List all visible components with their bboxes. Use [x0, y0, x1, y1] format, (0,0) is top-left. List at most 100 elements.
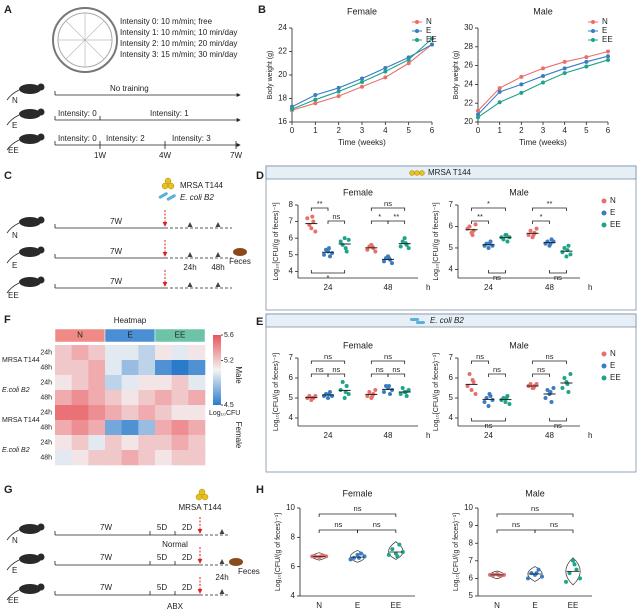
point: [526, 576, 530, 581]
timeline-label: Intensity: 2: [106, 134, 145, 143]
significance-bracket: [532, 360, 567, 364]
significance-label: ns: [537, 365, 545, 374]
point: [574, 567, 579, 572]
point: [526, 233, 531, 238]
sampling-mark: [215, 222, 221, 227]
point: [541, 73, 545, 78]
heatmap-cell: [55, 450, 72, 466]
colorbar-tick-label: 4.5: [224, 402, 234, 409]
point: [324, 554, 329, 559]
heatmap-cell: [121, 375, 139, 391]
violin: [565, 557, 581, 586]
row-label: 48h: [40, 424, 52, 431]
point: [584, 55, 589, 60]
point: [606, 49, 610, 54]
y-tick-label: 8: [291, 532, 296, 541]
panel-letter: C: [4, 170, 12, 182]
heatmap-cell: [88, 345, 106, 361]
y-tick-label: 5: [289, 250, 294, 259]
heatmap-cell: [171, 360, 189, 376]
intensity-text: Intensity 1: 10 m/min; 10 min/day: [120, 28, 237, 37]
point: [328, 254, 332, 259]
point: [470, 378, 475, 382]
y-tick-label: 6: [289, 373, 294, 382]
timeline: [54, 254, 165, 259]
significance-bracket: [387, 220, 406, 224]
point: [343, 390, 348, 394]
timeline: [54, 591, 200, 596]
heatmap-cell: [71, 375, 89, 391]
point: [519, 74, 524, 79]
sampling-mark: [219, 589, 225, 594]
significance-bracket: [471, 360, 489, 364]
significance-bracket: [488, 270, 506, 274]
bacteria-icon: [161, 177, 175, 190]
heatmap-cell: [121, 435, 139, 451]
y-tick-label: 5: [449, 243, 454, 252]
point: [330, 251, 334, 256]
timeline-label: Intensity: 3: [172, 134, 211, 143]
legend-marker: [601, 198, 607, 204]
point: [497, 89, 502, 94]
legend-marker: [601, 222, 607, 228]
significance-label: ns: [354, 504, 362, 513]
heatmap-cell: [188, 420, 206, 436]
point: [430, 42, 434, 47]
heatmap-cell: [155, 450, 172, 466]
row-label: 24h: [40, 349, 52, 356]
y-tick-label: 5: [289, 393, 294, 402]
heatmap-cell: [71, 360, 89, 376]
legend-label: EE: [610, 220, 621, 229]
significance-label: ns: [384, 199, 392, 208]
heatmap-cell: [171, 435, 189, 451]
time-label: 48h: [211, 263, 224, 272]
duration-label: 5D: [157, 523, 167, 532]
x-tick-label: 48: [545, 283, 554, 292]
sample-label: Feces: [238, 567, 260, 576]
significance-label: **: [393, 212, 399, 221]
significance-bracket: [387, 373, 406, 377]
point: [534, 226, 539, 231]
panel-frame: [265, 165, 637, 311]
point: [504, 233, 509, 238]
legend-label: N: [610, 196, 616, 205]
mouse-icon: [6, 252, 20, 264]
heatmap-cell: [188, 375, 206, 391]
mouse-icon: [37, 553, 45, 561]
y-tick-label: 7: [289, 353, 294, 362]
y-tick-label: 22: [464, 98, 473, 107]
y-tick-label: 6: [289, 233, 294, 242]
duration-label: 7W: [100, 553, 112, 562]
heatmap-cell: [71, 390, 89, 406]
legend-label: E: [610, 208, 615, 217]
point: [534, 571, 539, 576]
sex-label: Female: [234, 422, 243, 449]
mouse-icon: [19, 277, 41, 287]
x-axis-label: Time (weeks): [338, 138, 386, 147]
mouse-icon: [37, 216, 45, 224]
point: [482, 400, 487, 404]
violin: [349, 550, 366, 563]
mouse-icon: [37, 108, 45, 116]
y-tick-label: 8: [469, 538, 474, 547]
significance-bracket: [496, 529, 536, 533]
heatmap-cell: [105, 375, 122, 391]
strain-label: MRSA T144: [2, 357, 40, 364]
point: [562, 245, 567, 250]
strain-label: MRSA T144: [179, 503, 223, 512]
point: [562, 66, 567, 71]
row-label: 48h: [40, 394, 52, 401]
heatmap-cell: [71, 435, 89, 451]
heatmap-cell: [155, 405, 172, 421]
significance-bracket: [496, 513, 574, 517]
diagram-c: MRSA T144 E. coli B2 N E EE 7W 7W 7W 24h…: [8, 177, 251, 300]
point: [311, 219, 316, 224]
significance-label: ns: [485, 421, 493, 430]
legend-marker: [601, 351, 607, 357]
point: [344, 249, 349, 254]
week-label: 4W: [159, 151, 171, 160]
heatmap-cell: [138, 405, 156, 421]
intensity-text: Intensity 0: 10 m/min; free: [120, 17, 213, 26]
violin: [388, 541, 404, 560]
duration-label: 5D: [157, 583, 167, 592]
